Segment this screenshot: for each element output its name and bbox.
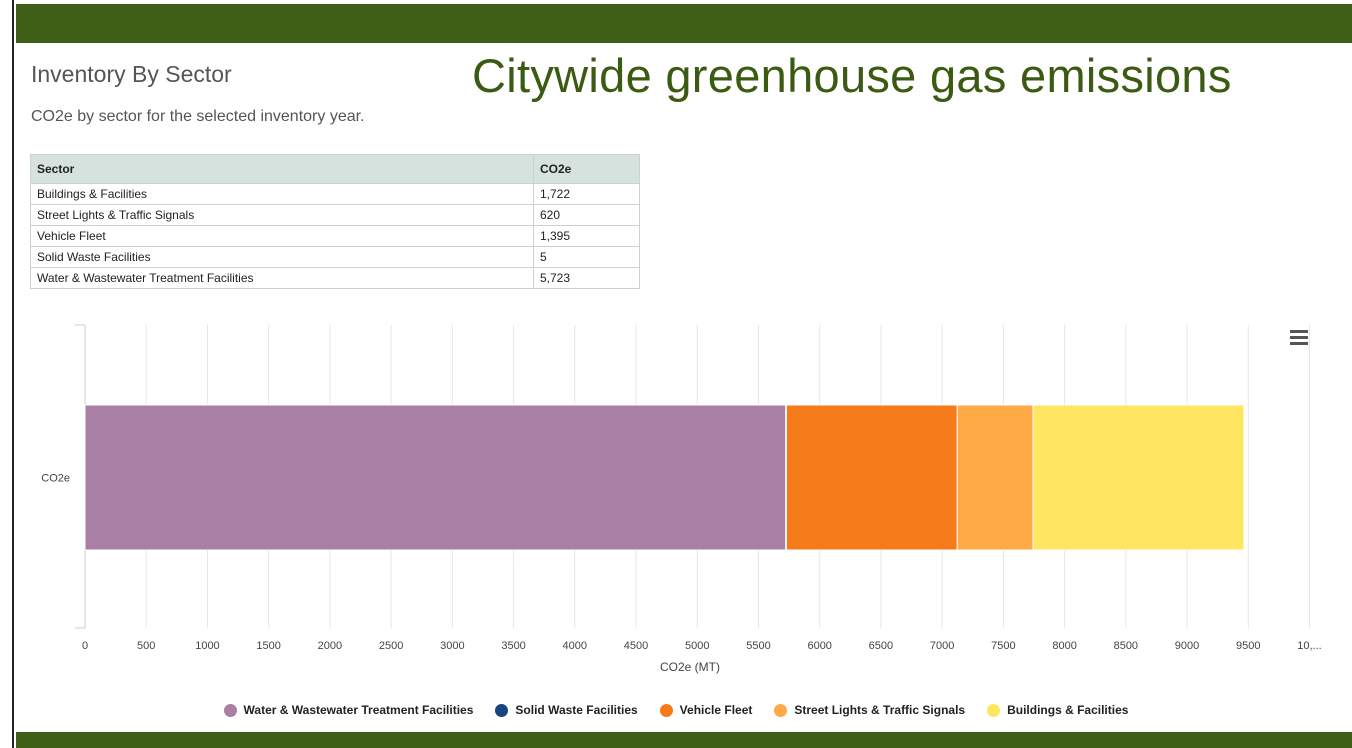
bar-segment xyxy=(785,404,958,551)
legend-label: Water & Wastewater Treatment Facilities xyxy=(243,703,474,717)
legend-item[interactable]: Street Lights & Traffic Signals xyxy=(774,703,965,717)
column-header-co2e: CO2e xyxy=(533,154,640,184)
x-tick-label: 5000 xyxy=(685,640,709,652)
sector-table: Sector CO2e Buildings & Facilities 1,722… xyxy=(30,154,640,289)
x-tick-label: 2500 xyxy=(379,640,403,652)
x-tick-label: 2000 xyxy=(318,640,342,652)
section-subtitle: CO2e by sector for the selected inventor… xyxy=(31,108,365,125)
table-row: Buildings & Facilities 1,722 xyxy=(30,183,640,205)
x-tick-label: 0 xyxy=(82,640,88,652)
table-row: Solid Waste Facilities 5 xyxy=(30,246,640,268)
table-row: Vehicle Fleet 1,395 xyxy=(30,225,640,247)
x-tick-label: 8500 xyxy=(1114,640,1138,652)
window-edge xyxy=(0,0,14,748)
chart-menu-hamburger-icon[interactable] xyxy=(1290,330,1308,346)
legend-item[interactable]: Vehicle Fleet xyxy=(659,703,753,717)
x-tick-label: 9000 xyxy=(1175,640,1199,652)
footer-band xyxy=(16,732,1352,748)
table-cell-sector: Buildings & Facilities xyxy=(30,183,534,205)
x-tick-label: 3000 xyxy=(440,640,464,652)
page-heading: Citywide greenhouse gas emissions xyxy=(472,49,1232,102)
x-tick-label: 8000 xyxy=(1052,640,1076,652)
stacked-bar-chart: CO2e 0 500 1000 1500 2000 2500 3000 3500 4000 4500… xyxy=(41,324,1322,674)
chart-legend: Water & Wastewater Treatment Facilities S… xyxy=(0,703,1352,717)
header-band xyxy=(16,4,1352,43)
bar-segment xyxy=(84,404,787,551)
table-cell-sector: Solid Waste Facilities xyxy=(30,246,534,268)
legend-item[interactable]: Solid Waste Facilities xyxy=(495,703,638,717)
y-category-label: CO2e xyxy=(41,473,70,485)
table-cell-value: 620 xyxy=(533,204,640,226)
x-tick-label: 4500 xyxy=(624,640,648,652)
x-tick-label: 6000 xyxy=(807,640,831,652)
table-cell-sector: Water & Wastewater Treatment Facilities xyxy=(30,267,534,289)
x-tick-label: 10,... xyxy=(1297,640,1321,652)
legend-marker-icon xyxy=(495,703,509,717)
x-tick-label: 5500 xyxy=(746,640,770,652)
legend-marker-icon xyxy=(987,703,1001,717)
x-tick-label: 9500 xyxy=(1236,640,1260,652)
table-row: Street Lights & Traffic Signals 620 xyxy=(30,204,640,226)
legend-label: Vehicle Fleet xyxy=(679,703,753,717)
bar-segment xyxy=(1032,404,1245,551)
table-header-row: Sector CO2e xyxy=(30,154,640,184)
table-cell-sector: Street Lights & Traffic Signals xyxy=(30,204,534,226)
bar-segment xyxy=(956,404,1034,551)
x-axis-title: CO2e (MT) xyxy=(660,660,720,674)
legend-label: Buildings & Facilities xyxy=(1007,703,1129,717)
x-tick-label: 6500 xyxy=(869,640,893,652)
column-header-sector: Sector xyxy=(30,154,534,184)
legend-label: Street Lights & Traffic Signals xyxy=(794,703,966,717)
x-tick-label: 3500 xyxy=(501,640,525,652)
table-cell-value: 5,723 xyxy=(533,267,640,289)
x-tick-label: 4000 xyxy=(563,640,587,652)
table-cell-value: 1,395 xyxy=(533,225,640,247)
legend-marker-icon xyxy=(223,703,237,717)
table-cell-value: 1,722 xyxy=(533,183,640,205)
x-tick-label: 7500 xyxy=(991,640,1015,652)
table-cell-value: 5 xyxy=(533,246,640,268)
legend-item[interactable]: Water & Wastewater Treatment Facilities xyxy=(223,703,474,717)
x-tick-label: 500 xyxy=(137,640,155,652)
legend-label: Solid Waste Facilities xyxy=(515,703,638,717)
table-row: Water & Wastewater Treatment Facilities … xyxy=(30,267,640,289)
x-tick-label: 1000 xyxy=(195,640,219,652)
x-tick-label: 7000 xyxy=(930,640,954,652)
table-cell-sector: Vehicle Fleet xyxy=(30,225,534,247)
legend-marker-icon xyxy=(659,703,673,717)
legend-marker-icon xyxy=(774,703,788,717)
legend-item[interactable]: Buildings & Facilities xyxy=(987,703,1128,717)
x-tick-label: 1500 xyxy=(256,640,280,652)
section-title: Inventory By Sector xyxy=(31,61,232,87)
